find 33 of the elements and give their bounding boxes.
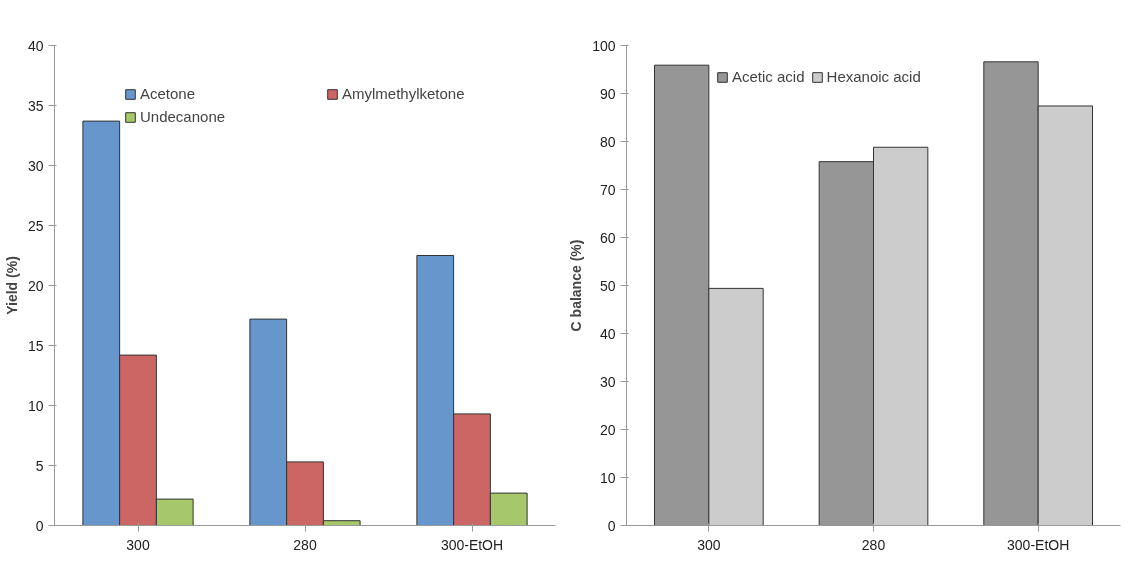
y-tick-label: 0 — [607, 517, 616, 534]
legend-label: Acetone — [140, 85, 197, 102]
y-tick-label: 10 — [599, 469, 616, 486]
legend-label: Amylmethylketone — [342, 85, 466, 102]
y-tick-label: 20 — [27, 277, 44, 294]
y-tick-label: 20 — [599, 421, 616, 438]
y-tick-label: 90 — [599, 85, 616, 102]
y-tick-label: 25 — [27, 217, 44, 234]
y-tick-label: 35 — [27, 97, 44, 114]
y-tick-label: 100 — [592, 37, 616, 54]
x-tick-label: 300 — [126, 536, 150, 553]
legend-label: Acetic acid — [732, 68, 805, 85]
x-tick-label: 280 — [293, 536, 317, 553]
y-tick-label: 40 — [27, 37, 44, 54]
x-tick-label: 300-EtOH — [1007, 536, 1070, 553]
y-tick-label: 40 — [599, 325, 616, 342]
y-tick-label: 80 — [599, 133, 616, 150]
x-tick-label: 300-EtOH — [440, 536, 504, 553]
x-tick-label: 300 — [697, 536, 721, 553]
legend-label: Undecanone — [140, 108, 227, 125]
y-tick-label: 0 — [35, 517, 44, 534]
y-tick-label: 70 — [599, 181, 616, 198]
y-tick-label: 15 — [27, 337, 44, 354]
y-tick-label: 10 — [27, 397, 44, 414]
x-tick-label: 280 — [861, 536, 886, 553]
y-tick-label: 60 — [599, 229, 616, 246]
legend-label: Hexanoic acid — [826, 68, 921, 85]
y-axis-title: C balance (%) — [568, 239, 585, 332]
y-tick-label: 5 — [35, 457, 44, 474]
y-tick-label: 30 — [27, 157, 44, 174]
y-tick-label: 30 — [599, 373, 616, 390]
y-tick-label: 50 — [599, 277, 616, 294]
y-axis-title: Yield (%) — [3, 256, 20, 315]
